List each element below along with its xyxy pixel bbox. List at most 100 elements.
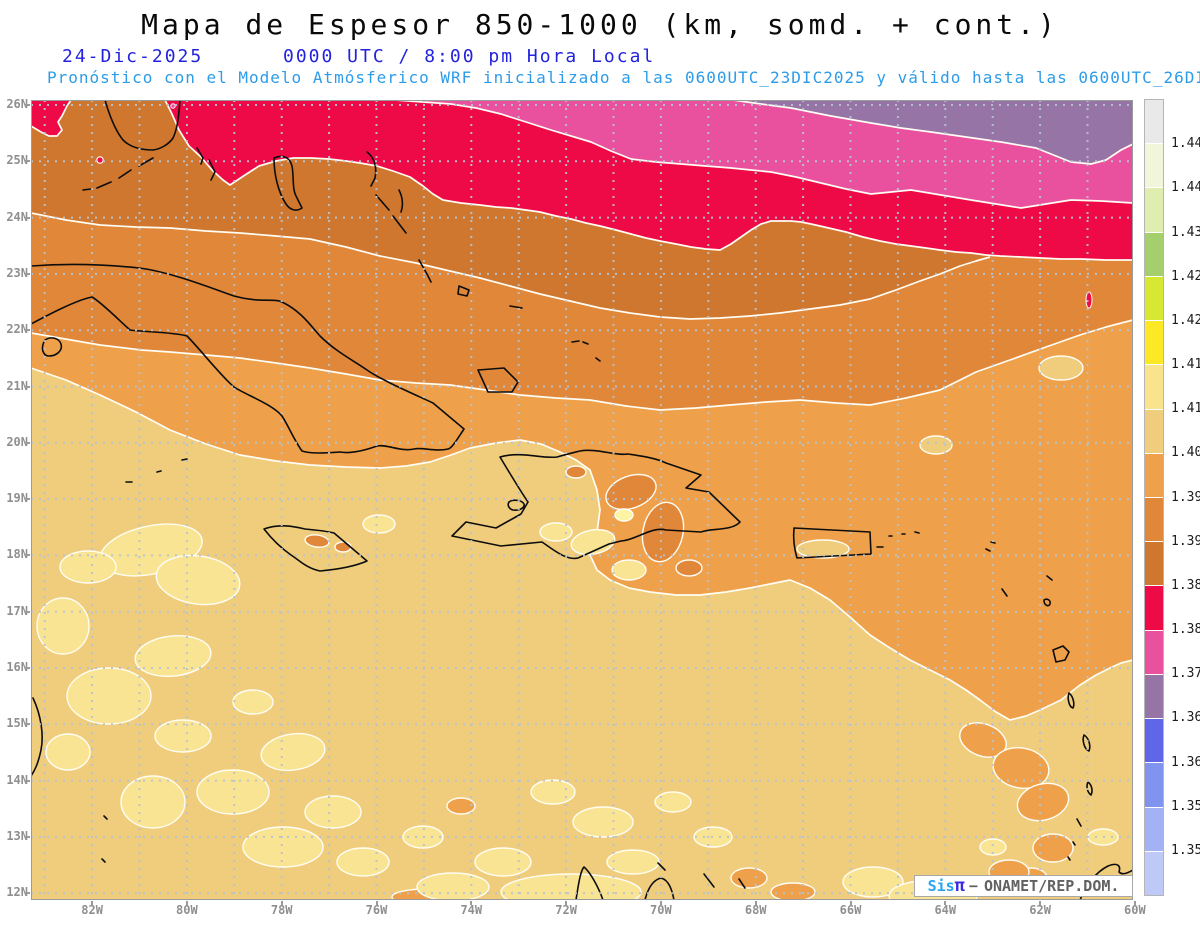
colorbar-cell-5 — [1145, 321, 1163, 366]
coast-florida — [104, 100, 181, 151]
colorbar-label-1.434: 1.434 — [1171, 224, 1200, 240]
coast-antigua — [1043, 598, 1051, 607]
colorbar-cell-14 — [1145, 719, 1163, 764]
colorbar-cell-17 — [1145, 851, 1163, 895]
lon-tick — [944, 901, 947, 905]
forecast-line: Pronóstico con el Modelo Atmósferico WRF… — [47, 68, 1200, 87]
patch-pale-yellow — [474, 847, 532, 877]
coast-long-island — [418, 259, 432, 283]
lat-label-16N: 16N — [6, 660, 28, 674]
lat-label-26N: 26N — [6, 97, 28, 111]
coast-aruba-curacao — [657, 862, 746, 889]
lat-tick — [25, 272, 30, 275]
colorbar-cell-3 — [1145, 232, 1163, 277]
coast-exuma — [375, 194, 407, 234]
lat-tick — [25, 835, 30, 838]
lat-label-14N: 14N — [6, 772, 28, 787]
watermark-badge: Sis π − ONAMET/REP.DOM. — [914, 875, 1133, 897]
lon-label-62W: 62W — [1029, 903, 1051, 917]
patch-pale-yellow — [842, 866, 904, 898]
colorbar — [1144, 99, 1164, 896]
patch-bright-yellow — [614, 508, 634, 522]
patch-tan — [796, 539, 850, 559]
patch-pale-yellow — [416, 872, 490, 900]
coast-caicos — [571, 340, 589, 345]
coast-virgins — [876, 531, 920, 548]
colorbar-label-1.416: 1.416 — [1171, 357, 1200, 372]
patch-pale-yellow — [66, 667, 152, 725]
colorbar-cell-1 — [1145, 144, 1163, 189]
lat-tick — [25, 892, 30, 895]
patch-pale-yellow — [336, 847, 390, 877]
lon-tick — [185, 901, 188, 905]
colorbar-cell-16 — [1145, 807, 1163, 852]
coast-cat-island — [398, 189, 404, 213]
coast-martinique — [1082, 734, 1091, 752]
lat-tick — [25, 329, 30, 332]
colorbar-label-1.368: 1.368 — [1171, 710, 1200, 726]
colorbar-label-1.422: 1.422 — [1171, 312, 1200, 328]
lon-label-80W: 80W — [176, 903, 198, 917]
colorbar-label-1.386: 1.386 — [1171, 577, 1200, 593]
coast-inagua — [477, 367, 519, 393]
lat-label-22N: 22N — [6, 322, 28, 337]
patch-pale-yellow — [572, 806, 634, 838]
patch-pale-yellow — [134, 635, 212, 677]
page-title: Mapa de Espesor 850-1000 (km, somd. + co… — [141, 8, 1059, 41]
lon-tick — [1039, 901, 1042, 905]
coast-hispaniola — [451, 449, 741, 560]
patch-medium-orange — [605, 473, 657, 511]
coast-turks — [595, 357, 601, 362]
patch-pale-yellow — [120, 775, 186, 829]
lat-label-13N: 13N — [6, 828, 28, 843]
patch-medium-orange — [304, 534, 330, 548]
valid-date: 24-Dic-2025 — [62, 46, 204, 67]
colorbar-label-1.428: 1.428 — [1171, 268, 1200, 284]
patch-tan — [1038, 355, 1084, 381]
lat-tick — [25, 723, 30, 726]
patch-pale-yellow — [362, 514, 396, 534]
patch-medium-orange — [565, 465, 587, 479]
coast-st-martin — [985, 541, 996, 552]
lat-tick — [25, 667, 30, 669]
lon-label-66W: 66W — [839, 903, 862, 917]
contour-line — [31, 100, 1133, 261]
colorbar-cell-15 — [1145, 763, 1163, 808]
lat-tick — [25, 498, 30, 501]
patch-light-orange — [770, 882, 816, 900]
coast-dominica — [1067, 692, 1075, 709]
patch-light-orange — [959, 722, 1007, 758]
patch-medium-orange — [675, 559, 703, 577]
lat-label-18N: 18N — [6, 547, 28, 562]
lat-label-15N: 15N — [6, 716, 28, 731]
lat-label-25N: 25N — [6, 153, 28, 168]
lat-tick — [25, 610, 30, 613]
colorbar-cell-13 — [1145, 674, 1163, 720]
contour-line — [31, 367, 1133, 721]
crimson-speck — [1085, 291, 1093, 309]
lat-label-20N: 20N — [6, 434, 28, 449]
coast-st-vincent — [1067, 818, 1082, 861]
colorbar-label-1.374: 1.374 — [1171, 666, 1200, 682]
patch-pale-yellow — [232, 689, 274, 715]
coast-andros — [273, 155, 303, 211]
patch-pale-yellow — [570, 528, 616, 556]
lon-label-82W: 82W — [81, 903, 103, 917]
coast-st-lucia — [1086, 781, 1093, 796]
lat-tick — [25, 160, 30, 163]
colorbar-cell-12 — [1145, 630, 1163, 675]
lat-label-23N: 23N — [6, 265, 28, 280]
colorbar-cell-4 — [1145, 276, 1163, 322]
lon-label-74W: 74W — [460, 903, 483, 917]
patch-pale-yellow — [154, 719, 212, 753]
colorbar-label-1.392: 1.392 — [1171, 533, 1200, 549]
contour-line — [31, 212, 991, 320]
patch-pale-yellow — [36, 597, 90, 655]
patch-medium-orange — [334, 541, 352, 553]
contour-line — [394, 100, 1133, 209]
coast-cuba — [31, 263, 465, 454]
lat-tick — [25, 779, 30, 782]
lon-tick — [1133, 901, 1136, 905]
coast-bimini — [196, 147, 216, 181]
